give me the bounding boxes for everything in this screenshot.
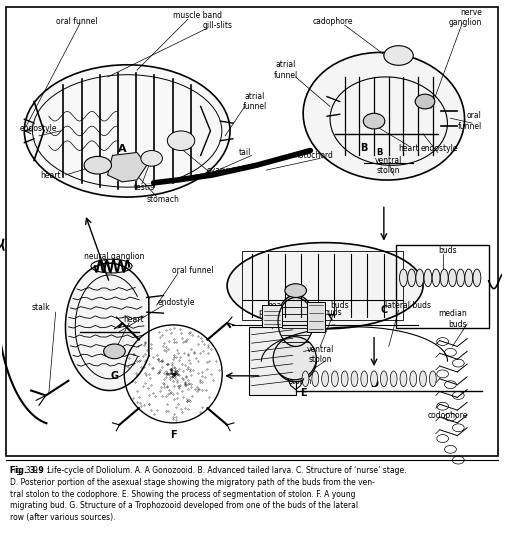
- Text: ventral
stolon: ventral stolon: [375, 156, 403, 175]
- Ellipse shape: [312, 371, 319, 387]
- Text: Fig. 3.9 :: Fig. 3.9 :: [10, 466, 52, 475]
- Text: neural ganglion: neural ganglion: [84, 252, 145, 261]
- Text: oral funnel: oral funnel: [172, 266, 214, 274]
- Text: endostyle: endostyle: [421, 144, 458, 153]
- Ellipse shape: [321, 371, 329, 387]
- Text: muscle band: muscle band: [173, 11, 222, 20]
- Ellipse shape: [370, 371, 378, 387]
- Text: notochord: notochord: [294, 151, 333, 160]
- Ellipse shape: [332, 371, 338, 387]
- Text: Fig. 3.9 :  Life-cycle of Doliolum. A. A Gonozooid. B. Advanced tailed larva. C.: Fig. 3.9 : Life-cycle of Doliolum. A. A …: [10, 466, 406, 522]
- Text: lateral buds: lateral buds: [385, 301, 431, 310]
- Bar: [6, 8, 498, 456]
- Text: nerve
ganglion: nerve ganglion: [449, 8, 482, 27]
- Text: endostyle: endostyle: [19, 124, 57, 133]
- Text: gill-slits: gill-slits: [202, 21, 233, 30]
- Ellipse shape: [473, 269, 481, 287]
- Text: heart: heart: [268, 301, 288, 310]
- Bar: [242, 252, 404, 320]
- Text: oral funnel: oral funnel: [56, 17, 97, 26]
- Text: atrial
funnel: atrial funnel: [274, 60, 298, 80]
- Ellipse shape: [420, 371, 427, 387]
- Ellipse shape: [341, 371, 348, 387]
- Text: codophore: codophore: [427, 410, 468, 420]
- Ellipse shape: [278, 295, 313, 339]
- Text: F: F: [170, 430, 176, 440]
- Text: E: E: [300, 388, 307, 399]
- Ellipse shape: [361, 371, 368, 387]
- Ellipse shape: [285, 284, 307, 298]
- Text: median
buds: median buds: [438, 309, 467, 329]
- Ellipse shape: [273, 336, 316, 380]
- Ellipse shape: [351, 371, 358, 387]
- Ellipse shape: [380, 371, 387, 387]
- Ellipse shape: [449, 269, 456, 287]
- Ellipse shape: [303, 52, 464, 180]
- Text: B: B: [361, 143, 368, 153]
- Ellipse shape: [384, 46, 413, 65]
- Text: oral
funnel: oral funnel: [457, 111, 482, 131]
- Text: buds: buds: [331, 301, 349, 310]
- Text: atrial
funnel: atrial funnel: [242, 92, 267, 111]
- Ellipse shape: [278, 298, 313, 347]
- Ellipse shape: [424, 269, 432, 287]
- Text: heart: heart: [398, 144, 419, 153]
- Text: cadophore: cadophore: [313, 17, 353, 26]
- Text: pericardium: pericardium: [258, 308, 304, 316]
- Bar: [249, 327, 296, 395]
- Ellipse shape: [416, 269, 424, 287]
- Ellipse shape: [141, 151, 162, 166]
- Text: tail: tail: [239, 148, 251, 157]
- Ellipse shape: [400, 269, 407, 287]
- Polygon shape: [65, 263, 149, 390]
- Ellipse shape: [104, 344, 125, 359]
- Text: C: C: [380, 305, 387, 315]
- Ellipse shape: [457, 269, 464, 287]
- Ellipse shape: [275, 341, 316, 382]
- Text: ventral
stolon: ventral stolon: [307, 345, 334, 364]
- Text: D: D: [370, 379, 378, 389]
- Text: heart: heart: [40, 171, 61, 179]
- Ellipse shape: [415, 94, 435, 109]
- Ellipse shape: [227, 242, 423, 329]
- Bar: [396, 245, 489, 328]
- Text: buds: buds: [438, 246, 457, 255]
- Ellipse shape: [432, 269, 440, 287]
- Text: buds: buds: [323, 308, 342, 316]
- Ellipse shape: [465, 269, 473, 287]
- Ellipse shape: [400, 371, 407, 387]
- Ellipse shape: [410, 371, 416, 387]
- Ellipse shape: [84, 157, 111, 174]
- Ellipse shape: [302, 371, 309, 387]
- Text: testis: testis: [133, 183, 154, 192]
- Ellipse shape: [408, 269, 415, 287]
- Text: ventral
stolon: ventral stolon: [287, 366, 314, 386]
- Ellipse shape: [25, 65, 230, 197]
- Ellipse shape: [390, 371, 397, 387]
- Ellipse shape: [429, 371, 436, 387]
- Text: G: G: [110, 371, 119, 381]
- Text: B: B: [376, 148, 382, 157]
- Polygon shape: [108, 152, 147, 182]
- Bar: [262, 305, 282, 327]
- Ellipse shape: [363, 113, 385, 129]
- Text: endostyle: endostyle: [157, 298, 195, 307]
- Bar: [308, 302, 325, 332]
- Text: stalk: stalk: [32, 303, 50, 312]
- Text: stomach: stomach: [147, 195, 180, 204]
- Text: ventral
stolon: ventral stolon: [290, 312, 317, 332]
- Text: heart: heart: [124, 314, 144, 323]
- Text: A: A: [118, 144, 127, 153]
- Text: ovary: ovary: [206, 166, 228, 174]
- Ellipse shape: [167, 131, 195, 151]
- Ellipse shape: [440, 269, 448, 287]
